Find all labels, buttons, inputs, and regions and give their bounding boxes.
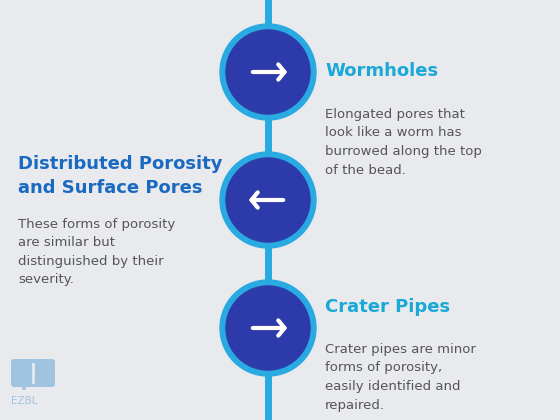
Circle shape [226,158,310,242]
Circle shape [220,280,316,376]
Circle shape [226,30,310,114]
Circle shape [226,286,310,370]
FancyBboxPatch shape [31,359,55,387]
Circle shape [220,24,316,120]
Text: Crater Pipes: Crater Pipes [325,298,450,316]
Circle shape [220,152,316,248]
Text: Distributed Porosity
and Surface Pores: Distributed Porosity and Surface Pores [18,155,222,197]
Text: EZBL: EZBL [11,396,38,406]
Text: Wormholes: Wormholes [325,62,438,80]
Text: Crater pipes are minor
forms of porosity,
easily identified and
repaired.: Crater pipes are minor forms of porosity… [325,343,476,412]
Text: Elongated pores that
look like a worm has
burrowed along the top
of the bead.: Elongated pores that look like a worm ha… [325,108,482,176]
FancyBboxPatch shape [11,359,35,387]
Text: These forms of porosity
are similar but
distinguished by their
severity.: These forms of porosity are similar but … [18,218,175,286]
